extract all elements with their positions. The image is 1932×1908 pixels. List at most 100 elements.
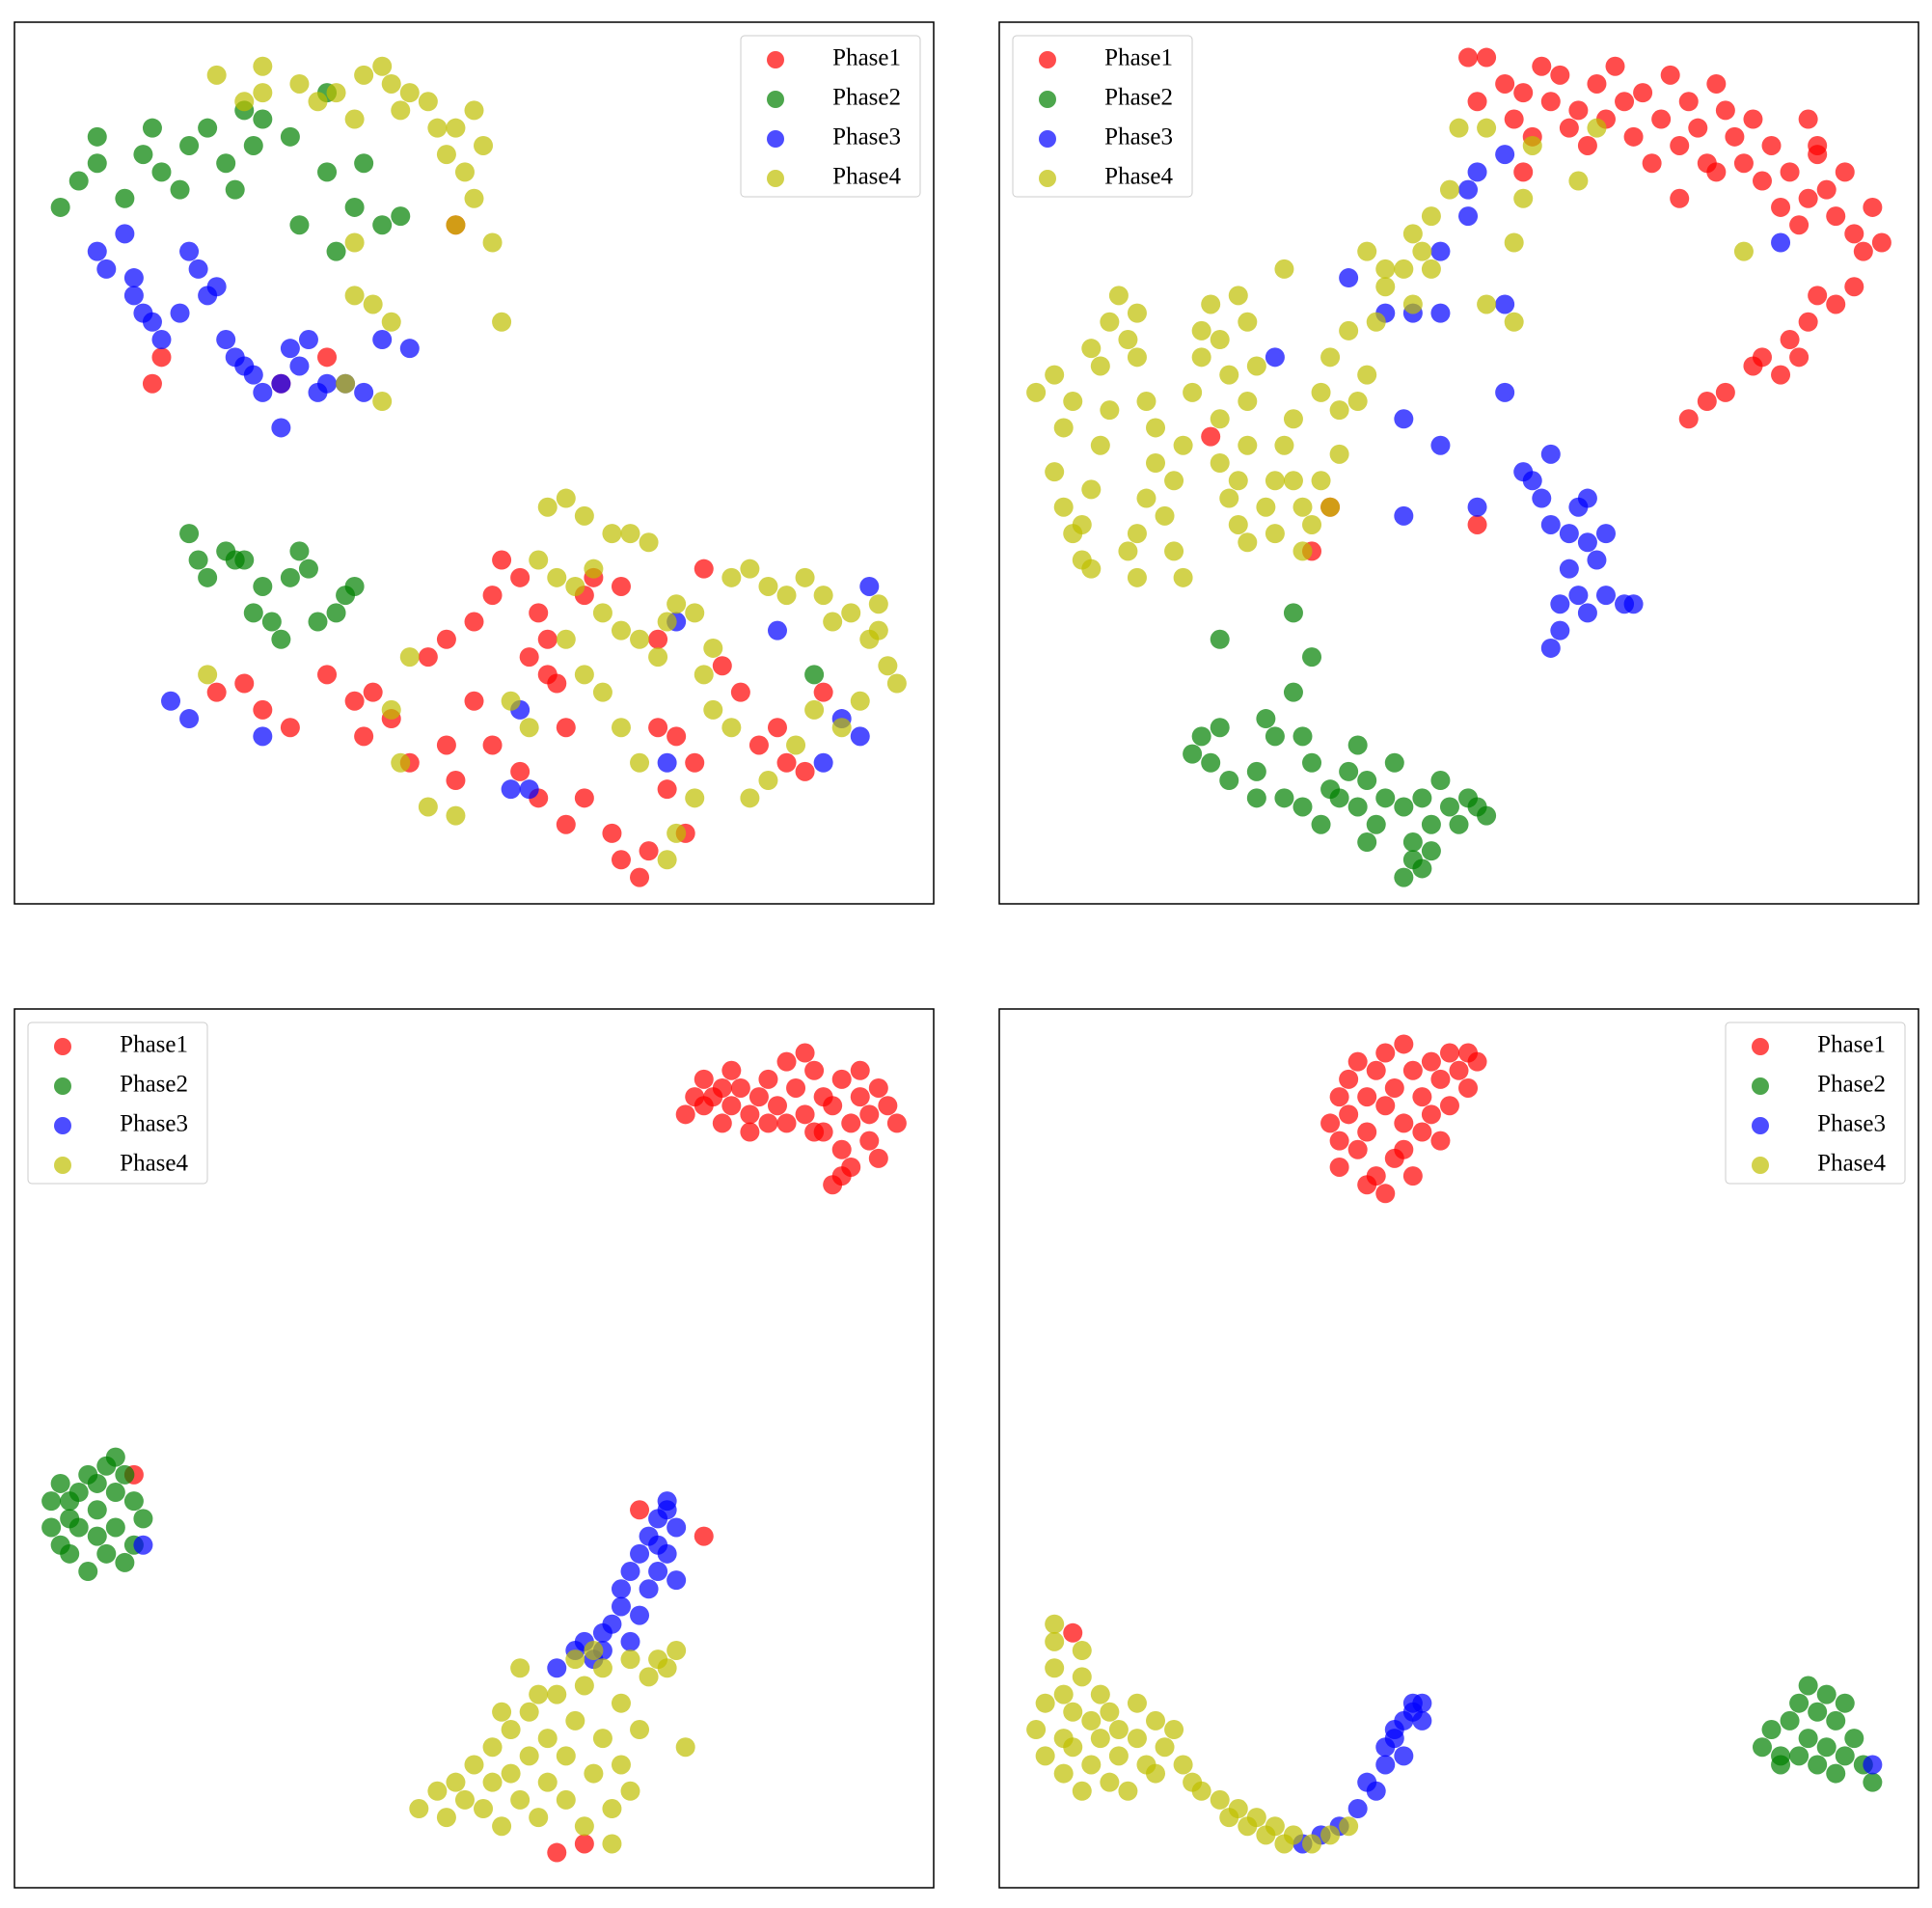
point xyxy=(721,718,742,738)
point xyxy=(1733,153,1754,174)
point xyxy=(1329,1157,1349,1177)
point xyxy=(1053,1684,1074,1704)
point xyxy=(179,524,200,544)
point xyxy=(372,330,393,350)
point xyxy=(1871,232,1891,253)
point xyxy=(537,1729,558,1749)
legend: Phase1 Phase2 Phase3 Phase4 xyxy=(1012,35,1193,198)
point xyxy=(1311,382,1331,402)
point xyxy=(87,126,107,147)
point xyxy=(1228,1799,1248,1819)
point xyxy=(344,286,365,306)
point xyxy=(1844,277,1864,297)
point xyxy=(1504,109,1524,129)
point xyxy=(391,206,411,227)
point xyxy=(565,1649,585,1670)
point xyxy=(1265,1816,1285,1837)
point xyxy=(630,867,650,887)
point xyxy=(776,1113,797,1133)
point xyxy=(298,330,318,350)
point xyxy=(1743,109,1763,129)
legend-marker xyxy=(1752,1157,1769,1174)
point xyxy=(1394,867,1414,887)
subplot: Phase1 Phase2 Phase3 Phase4 xyxy=(998,21,1919,905)
point xyxy=(1293,797,1313,817)
point xyxy=(188,550,208,570)
point xyxy=(1394,1034,1414,1054)
point xyxy=(96,1543,117,1564)
point xyxy=(850,1087,870,1107)
point xyxy=(418,797,438,817)
point xyxy=(1771,1755,1791,1775)
point xyxy=(261,612,282,632)
point xyxy=(740,1122,760,1142)
point xyxy=(1771,197,1791,217)
point xyxy=(436,145,456,165)
point xyxy=(1164,1720,1184,1740)
point xyxy=(198,567,218,587)
point xyxy=(1430,1131,1451,1151)
point xyxy=(253,83,273,103)
point xyxy=(1228,471,1248,491)
point xyxy=(1421,206,1441,227)
point xyxy=(1816,1684,1837,1704)
point xyxy=(1798,1676,1818,1696)
point xyxy=(1026,382,1047,402)
point xyxy=(409,1799,429,1819)
point xyxy=(657,612,677,632)
point xyxy=(1623,126,1644,147)
point xyxy=(1495,145,1515,165)
point xyxy=(123,286,144,306)
point xyxy=(795,761,815,781)
point xyxy=(868,620,888,641)
point xyxy=(1780,330,1800,350)
point xyxy=(60,1543,80,1564)
point xyxy=(1219,488,1239,508)
point xyxy=(1256,709,1276,729)
point xyxy=(767,1096,787,1116)
point xyxy=(1789,1746,1810,1766)
point xyxy=(740,559,760,579)
point xyxy=(151,162,172,182)
point xyxy=(694,1069,714,1089)
point xyxy=(1219,771,1239,791)
point xyxy=(1339,1816,1359,1837)
point xyxy=(1072,514,1092,534)
subplot: Phase1 Phase2 Phase3 Phase4 xyxy=(14,1008,935,1889)
point xyxy=(418,92,438,112)
legend-label: Phase3 xyxy=(120,1111,188,1137)
legend-label: Phase2 xyxy=(1104,85,1173,111)
point xyxy=(529,550,549,570)
legend-marker xyxy=(54,1077,71,1095)
point xyxy=(703,638,723,658)
point xyxy=(1274,259,1294,279)
point xyxy=(1210,453,1230,473)
point xyxy=(712,1113,732,1133)
point xyxy=(1164,471,1184,491)
point xyxy=(1826,1763,1846,1784)
point xyxy=(602,524,622,544)
point xyxy=(1384,1077,1404,1098)
legend-marker xyxy=(767,170,784,187)
point xyxy=(1670,188,1690,208)
point xyxy=(868,594,888,614)
point xyxy=(886,673,907,694)
point xyxy=(492,550,512,570)
point xyxy=(482,1772,503,1792)
point xyxy=(584,1763,604,1784)
point xyxy=(1863,1772,1883,1792)
point xyxy=(1733,241,1754,261)
point xyxy=(1504,232,1524,253)
legend-marker xyxy=(1752,1038,1769,1055)
point xyxy=(1146,418,1166,438)
point xyxy=(648,647,668,668)
point xyxy=(1467,92,1487,112)
point xyxy=(1357,1087,1377,1107)
point xyxy=(363,682,383,702)
point xyxy=(758,771,778,791)
point xyxy=(1238,392,1258,412)
point xyxy=(675,1104,695,1125)
point xyxy=(556,629,576,649)
point xyxy=(648,718,668,738)
